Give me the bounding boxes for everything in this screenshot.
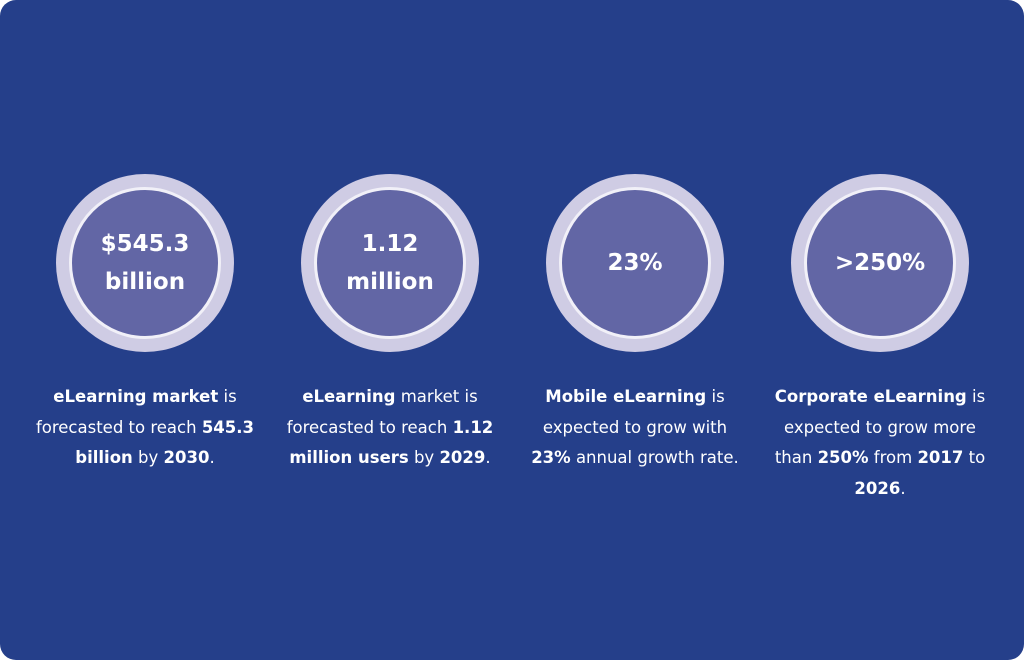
stat-circle: 23% [559, 187, 711, 339]
highlight-text: eLearning market [53, 387, 219, 406]
description-text: is expected to grow with [542, 387, 728, 437]
highlight-text: eLearning [302, 387, 396, 406]
highlight-text: Mobile eLearning [545, 387, 707, 406]
stat-value: $545.3 billion [100, 231, 190, 295]
highlight-text: 2017 [917, 448, 964, 467]
stat-circle: $545.3 billion [69, 187, 221, 339]
highlight-text: 545.3 billion [75, 417, 255, 468]
highlight-text: 2029 [439, 448, 486, 467]
highlight-text: 23% [531, 448, 571, 467]
description-text: from [868, 448, 918, 467]
stat-circle: 1.12 million [314, 187, 466, 339]
stat-ring: 23% [546, 174, 724, 352]
highlight-text: Corporate eLearning [774, 387, 967, 406]
description-text: to [963, 448, 986, 467]
description-text: by [132, 448, 164, 467]
description-text: is expected to grow more than [774, 387, 986, 467]
stat-description: eLearning market is forecasted to reach … [33, 382, 257, 474]
stat-description: Corporate eLearning is expected to grow … [768, 382, 992, 504]
highlight-text: 250% [817, 448, 869, 467]
stat-item: 1.12 million eLearning market is forecast… [270, 174, 510, 474]
description-text: annual growth rate. [570, 448, 739, 467]
description-text: market is forecasted to reach [286, 387, 478, 437]
stat-ring: $545.3 billion [56, 174, 234, 352]
highlight-text: 2026 [854, 478, 901, 498]
stat-ring: 1.12 million [301, 174, 479, 352]
description-text: is forecasted to reach [35, 387, 237, 437]
description-text: . [900, 478, 906, 498]
stat-value: 23% [607, 250, 663, 276]
stat-description: eLearning market is forecasted to reach … [278, 382, 502, 474]
stat-ring: >250% [791, 174, 969, 352]
highlight-text: 2030 [163, 448, 210, 467]
stat-item: >250% Corporate eLearning is expected to … [760, 174, 1000, 504]
description-text: by [408, 448, 440, 467]
stat-value: >250% [834, 250, 926, 276]
stat-description: Mobile eLearning is expected to grow wit… [523, 382, 747, 474]
highlight-text: 1.12 million users [289, 417, 494, 468]
stat-circle: >250% [804, 187, 956, 339]
stat-item: 23% Mobile eLearning is expected to grow … [515, 174, 755, 474]
description-text: . [485, 448, 491, 467]
description-text: . [209, 448, 215, 467]
stat-item: $545.3 billion eLearning market is foreca… [25, 174, 265, 474]
stat-value: 1.12 million [346, 231, 434, 295]
